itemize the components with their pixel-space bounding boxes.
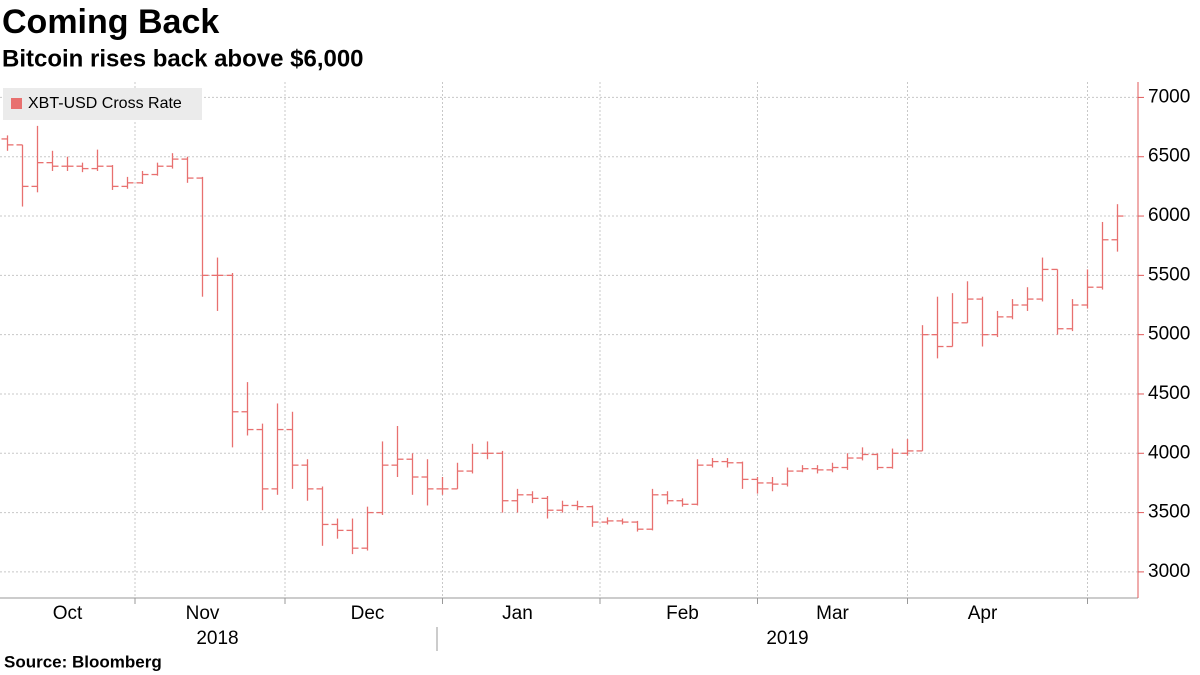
x-tick-label: Oct: [53, 603, 83, 624]
source-note: Source: Bloomberg: [4, 652, 162, 671]
y-tick-label: 3000: [1148, 561, 1190, 582]
chart-subtitle: Bitcoin rises back above $6,000: [2, 45, 364, 72]
x-tick-label: Mar: [816, 603, 849, 624]
y-tick-label: 4000: [1148, 442, 1190, 463]
y-tick-label: 6500: [1148, 146, 1190, 167]
y-tick-label: 5500: [1148, 264, 1190, 285]
x-group-label: 2019: [766, 628, 808, 649]
y-tick-label: 5000: [1148, 324, 1190, 345]
x-tick-label: Jan: [502, 603, 533, 624]
x-tick-label: Nov: [186, 603, 220, 624]
legend-box: [3, 88, 202, 120]
x-tick-label: Feb: [666, 603, 699, 624]
y-tick-label: 3500: [1148, 502, 1190, 523]
y-tick-label: 6000: [1148, 205, 1190, 226]
y-tick-label: 4500: [1148, 383, 1190, 404]
chart-title: Coming Back: [2, 3, 219, 41]
x-group-label: 2018: [196, 628, 238, 649]
x-tick-label: Apr: [968, 603, 998, 624]
legend-swatch: [11, 98, 22, 109]
legend-label: XBT-USD Cross Rate: [28, 95, 182, 112]
x-tick-label: Dec: [351, 603, 385, 624]
y-tick-label: 7000: [1148, 86, 1190, 107]
series: [1, 125, 1124, 555]
